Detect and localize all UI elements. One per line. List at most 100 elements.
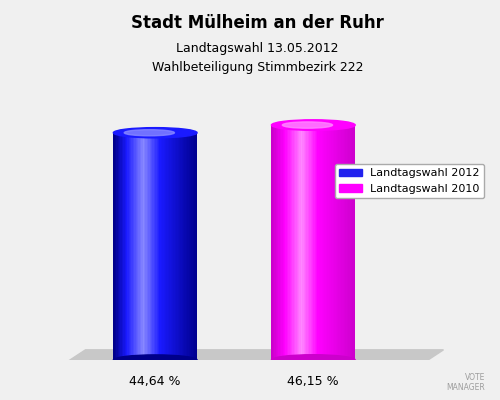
Bar xyxy=(174,133,176,360)
Bar xyxy=(286,125,287,360)
Bar xyxy=(124,133,126,360)
Bar xyxy=(292,125,294,360)
Bar xyxy=(137,133,138,360)
Bar xyxy=(290,125,291,360)
Bar xyxy=(282,125,284,360)
Bar xyxy=(318,125,319,360)
Bar xyxy=(130,133,132,360)
Bar xyxy=(341,125,342,360)
Bar xyxy=(314,125,316,360)
Bar xyxy=(182,133,183,360)
Bar xyxy=(309,125,310,360)
Bar xyxy=(188,133,190,360)
Text: 46,15 %: 46,15 % xyxy=(288,375,339,388)
Bar xyxy=(281,125,282,360)
Bar xyxy=(288,125,290,360)
Bar xyxy=(194,133,196,360)
Bar xyxy=(119,133,120,360)
Text: Wahlbeteiligung Stimmbezirk 222: Wahlbeteiligung Stimmbezirk 222 xyxy=(152,61,363,74)
Bar xyxy=(328,125,330,360)
Bar xyxy=(142,133,144,360)
Bar xyxy=(305,125,306,360)
Bar xyxy=(348,125,350,360)
Bar xyxy=(120,133,122,360)
Bar xyxy=(134,133,136,360)
Bar xyxy=(273,125,274,360)
Bar xyxy=(164,133,165,360)
Bar xyxy=(192,133,193,360)
Bar xyxy=(158,133,160,360)
Bar xyxy=(114,133,116,360)
Bar xyxy=(138,133,140,360)
Bar xyxy=(326,125,327,360)
Bar xyxy=(296,125,298,360)
Bar xyxy=(180,133,182,360)
Bar xyxy=(295,125,296,360)
Bar xyxy=(310,125,312,360)
Bar xyxy=(144,133,146,360)
Bar xyxy=(136,133,137,360)
Bar xyxy=(324,125,326,360)
Bar xyxy=(166,133,168,360)
Bar xyxy=(146,133,147,360)
Bar xyxy=(162,133,164,360)
Bar xyxy=(165,133,166,360)
Text: Landtagswahl 13.05.2012: Landtagswahl 13.05.2012 xyxy=(176,42,339,55)
Bar xyxy=(340,125,341,360)
Bar xyxy=(332,125,333,360)
Bar xyxy=(278,125,280,360)
Bar xyxy=(154,133,155,360)
Bar xyxy=(168,133,169,360)
Bar xyxy=(312,125,314,360)
Bar xyxy=(170,133,172,360)
Bar xyxy=(276,125,277,360)
Bar xyxy=(140,133,141,360)
Bar xyxy=(122,133,123,360)
Bar xyxy=(179,133,180,360)
Bar xyxy=(186,133,188,360)
Ellipse shape xyxy=(124,130,174,136)
Bar xyxy=(322,125,323,360)
Ellipse shape xyxy=(282,122,333,128)
Bar xyxy=(160,133,161,360)
Ellipse shape xyxy=(114,128,197,138)
Bar xyxy=(337,125,338,360)
Bar xyxy=(184,133,186,360)
Bar xyxy=(128,133,130,360)
Bar xyxy=(150,133,151,360)
Bar xyxy=(193,133,194,360)
Bar xyxy=(287,125,288,360)
Bar xyxy=(277,125,278,360)
Bar xyxy=(132,133,133,360)
Bar xyxy=(352,125,354,360)
Bar xyxy=(327,125,328,360)
Legend: Landtagswahl 2012, Landtagswahl 2010: Landtagswahl 2012, Landtagswahl 2010 xyxy=(335,164,484,198)
Bar xyxy=(302,125,304,360)
Bar xyxy=(304,125,305,360)
Bar xyxy=(291,125,292,360)
Bar xyxy=(320,125,322,360)
Bar xyxy=(280,125,281,360)
Ellipse shape xyxy=(114,355,197,365)
Text: VOTE
MANAGER: VOTE MANAGER xyxy=(446,373,485,392)
Bar xyxy=(172,133,174,360)
Bar xyxy=(308,125,309,360)
Bar xyxy=(178,133,179,360)
Bar xyxy=(152,133,154,360)
Bar xyxy=(294,125,295,360)
Bar xyxy=(350,125,351,360)
Text: Stadt Mülheim an der Ruhr: Stadt Mülheim an der Ruhr xyxy=(131,14,384,32)
Bar xyxy=(169,133,170,360)
Bar xyxy=(147,133,148,360)
Bar xyxy=(156,133,158,360)
Bar xyxy=(298,125,300,360)
Bar xyxy=(148,133,150,360)
Bar xyxy=(336,125,337,360)
Bar xyxy=(155,133,156,360)
Bar xyxy=(284,125,286,360)
Bar xyxy=(300,125,302,360)
Bar xyxy=(330,125,332,360)
Bar xyxy=(333,125,334,360)
Bar xyxy=(161,133,162,360)
Bar xyxy=(176,133,178,360)
